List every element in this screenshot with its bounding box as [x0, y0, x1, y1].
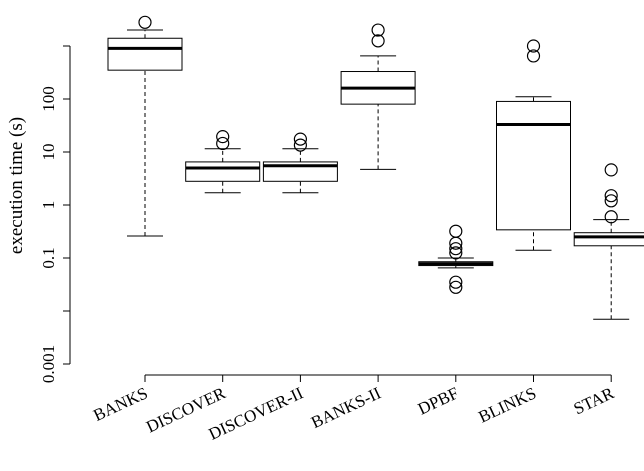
outlier-point [371, 34, 385, 48]
y-tick-label: 0.1 [39, 247, 58, 268]
outlier-point [449, 224, 463, 238]
boxes [107, 15, 644, 320]
x-tick-label: DPBF [415, 383, 462, 418]
outlier-point [526, 49, 541, 63]
box-star [573, 163, 644, 320]
box-discover [185, 130, 261, 194]
outlier-point [216, 130, 230, 144]
y-axis-label: execution time (s) [6, 117, 27, 254]
outlier-point [449, 246, 463, 260]
outlier-point [293, 132, 307, 146]
y-tick-label: 100 [39, 86, 58, 112]
outlier-point [293, 138, 307, 152]
y-tick-label: 10 [39, 144, 58, 161]
y-axis: 0.001 0.1 1 10 100 [39, 45, 71, 383]
x-tick-label: BANKS-II [308, 383, 384, 432]
box-dpbf [418, 224, 494, 294]
y-tick-label: 1 [39, 201, 58, 210]
outlier-point [449, 280, 463, 294]
outlier-point [604, 163, 618, 177]
box-blinks [496, 39, 571, 251]
box-banks [107, 15, 183, 237]
y-tick-label: 0.001 [39, 345, 58, 383]
outlier-point [449, 242, 463, 256]
x-tick-label: BANKS [90, 383, 150, 425]
outlier-point [526, 39, 541, 53]
box-iqr [107, 37, 183, 71]
x-tick-label: STAR [571, 383, 618, 418]
x-tick-label: BLINKS [476, 383, 540, 426]
outlier-point [604, 210, 618, 224]
box-iqr [496, 100, 571, 231]
outlier-point [371, 23, 385, 37]
box-banks-ii [340, 23, 416, 170]
outlier-point [138, 15, 152, 29]
outlier-point [449, 275, 463, 289]
box-iqr [573, 232, 644, 247]
outlier-point [216, 136, 230, 151]
box-iqr [185, 161, 261, 182]
box-discover-ii [262, 132, 338, 194]
outlier-point [604, 189, 618, 203]
outlier-point [604, 194, 618, 208]
